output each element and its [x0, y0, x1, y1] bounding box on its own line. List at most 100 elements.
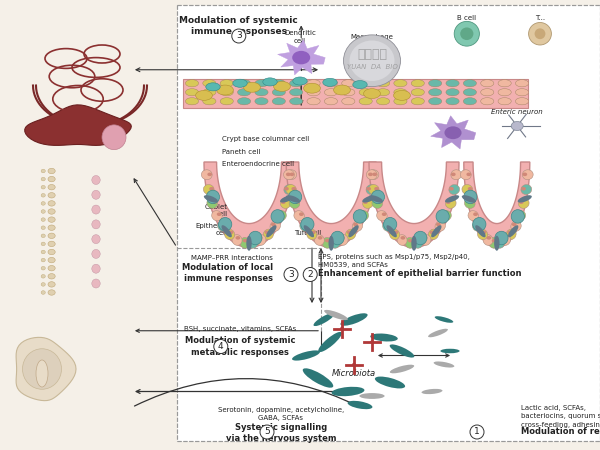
Text: Goblet
cell: Goblet cell [205, 204, 228, 217]
Ellipse shape [454, 21, 479, 46]
Text: 2: 2 [307, 270, 313, 279]
Ellipse shape [371, 190, 385, 204]
Ellipse shape [313, 313, 335, 326]
Ellipse shape [229, 230, 233, 234]
Ellipse shape [92, 234, 100, 243]
Ellipse shape [280, 198, 291, 208]
Ellipse shape [401, 236, 406, 240]
Ellipse shape [446, 89, 459, 96]
Ellipse shape [204, 195, 218, 203]
Ellipse shape [464, 198, 475, 208]
Ellipse shape [314, 234, 324, 245]
Ellipse shape [266, 225, 277, 237]
Text: 4: 4 [218, 342, 224, 351]
Text: Epithelial
cell: Epithelial cell [196, 223, 228, 236]
Circle shape [232, 29, 246, 43]
Polygon shape [286, 162, 376, 248]
Text: Modulation of local
immune responses: Modulation of local immune responses [182, 263, 273, 283]
Ellipse shape [41, 218, 46, 221]
Text: Tuft cell: Tuft cell [294, 230, 321, 236]
Ellipse shape [304, 83, 320, 93]
Ellipse shape [41, 291, 46, 294]
Circle shape [303, 267, 317, 282]
Ellipse shape [342, 98, 355, 105]
Ellipse shape [48, 225, 55, 230]
Ellipse shape [440, 349, 460, 353]
Polygon shape [431, 116, 476, 149]
Ellipse shape [436, 223, 441, 226]
Ellipse shape [497, 239, 502, 243]
Ellipse shape [428, 98, 442, 105]
Ellipse shape [340, 236, 344, 240]
Ellipse shape [284, 170, 295, 180]
Ellipse shape [330, 238, 340, 248]
Ellipse shape [238, 80, 251, 87]
Ellipse shape [271, 210, 284, 223]
Text: MAMP–PRR interactions: MAMP–PRR interactions [191, 255, 273, 261]
Ellipse shape [353, 223, 358, 226]
Polygon shape [16, 338, 76, 400]
Ellipse shape [468, 211, 479, 221]
Ellipse shape [334, 85, 350, 95]
Text: BSH, succinate, vitamins, SCFAs: BSH, succinate, vitamins, SCFAs [184, 325, 296, 332]
Ellipse shape [470, 200, 475, 204]
Circle shape [260, 425, 274, 439]
Ellipse shape [244, 82, 260, 92]
Circle shape [470, 425, 484, 439]
Ellipse shape [515, 212, 520, 216]
Ellipse shape [257, 236, 262, 240]
Ellipse shape [502, 236, 507, 240]
Ellipse shape [48, 176, 55, 182]
Ellipse shape [368, 170, 379, 180]
Ellipse shape [468, 187, 473, 190]
Ellipse shape [481, 80, 494, 87]
Ellipse shape [460, 170, 471, 180]
Ellipse shape [492, 239, 497, 243]
Ellipse shape [41, 242, 46, 246]
Ellipse shape [367, 170, 377, 180]
Ellipse shape [449, 187, 454, 190]
Ellipse shape [274, 81, 290, 91]
Text: 3: 3 [236, 32, 242, 40]
Ellipse shape [41, 210, 46, 213]
Text: 元达生物: 元达生物 [357, 48, 387, 61]
Ellipse shape [411, 89, 424, 96]
Ellipse shape [394, 80, 407, 87]
Ellipse shape [92, 264, 100, 273]
Ellipse shape [207, 198, 218, 208]
Text: Serotonin, dopamine, acetylcholine,
GABA, SCFAs: Serotonin, dopamine, acetylcholine, GABA… [218, 407, 344, 421]
Ellipse shape [41, 185, 46, 189]
Ellipse shape [460, 27, 473, 40]
Ellipse shape [276, 211, 286, 221]
Text: Systemic signalling
via the nervous system: Systemic signalling via the nervous syst… [226, 423, 336, 443]
Ellipse shape [284, 184, 295, 194]
Ellipse shape [332, 387, 364, 396]
Ellipse shape [411, 80, 424, 87]
Ellipse shape [220, 89, 233, 96]
Ellipse shape [295, 200, 299, 204]
Ellipse shape [255, 89, 268, 96]
Text: Enhancement of epithelial barrier function: Enhancement of epithelial barrier functi… [318, 269, 521, 278]
Ellipse shape [48, 274, 55, 279]
Ellipse shape [48, 209, 55, 214]
Ellipse shape [445, 198, 456, 208]
Ellipse shape [346, 229, 356, 240]
Ellipse shape [48, 241, 55, 247]
Ellipse shape [449, 184, 460, 194]
Ellipse shape [300, 221, 310, 231]
Ellipse shape [412, 236, 416, 251]
Polygon shape [204, 162, 294, 248]
Ellipse shape [451, 170, 461, 180]
Ellipse shape [422, 236, 427, 240]
Ellipse shape [475, 225, 485, 237]
Ellipse shape [478, 229, 488, 240]
Ellipse shape [359, 98, 372, 105]
Ellipse shape [359, 393, 385, 399]
Ellipse shape [48, 233, 55, 238]
Ellipse shape [307, 98, 320, 105]
Ellipse shape [411, 98, 424, 105]
Ellipse shape [353, 81, 367, 89]
Ellipse shape [481, 98, 494, 105]
Ellipse shape [359, 212, 364, 216]
Ellipse shape [363, 200, 368, 204]
